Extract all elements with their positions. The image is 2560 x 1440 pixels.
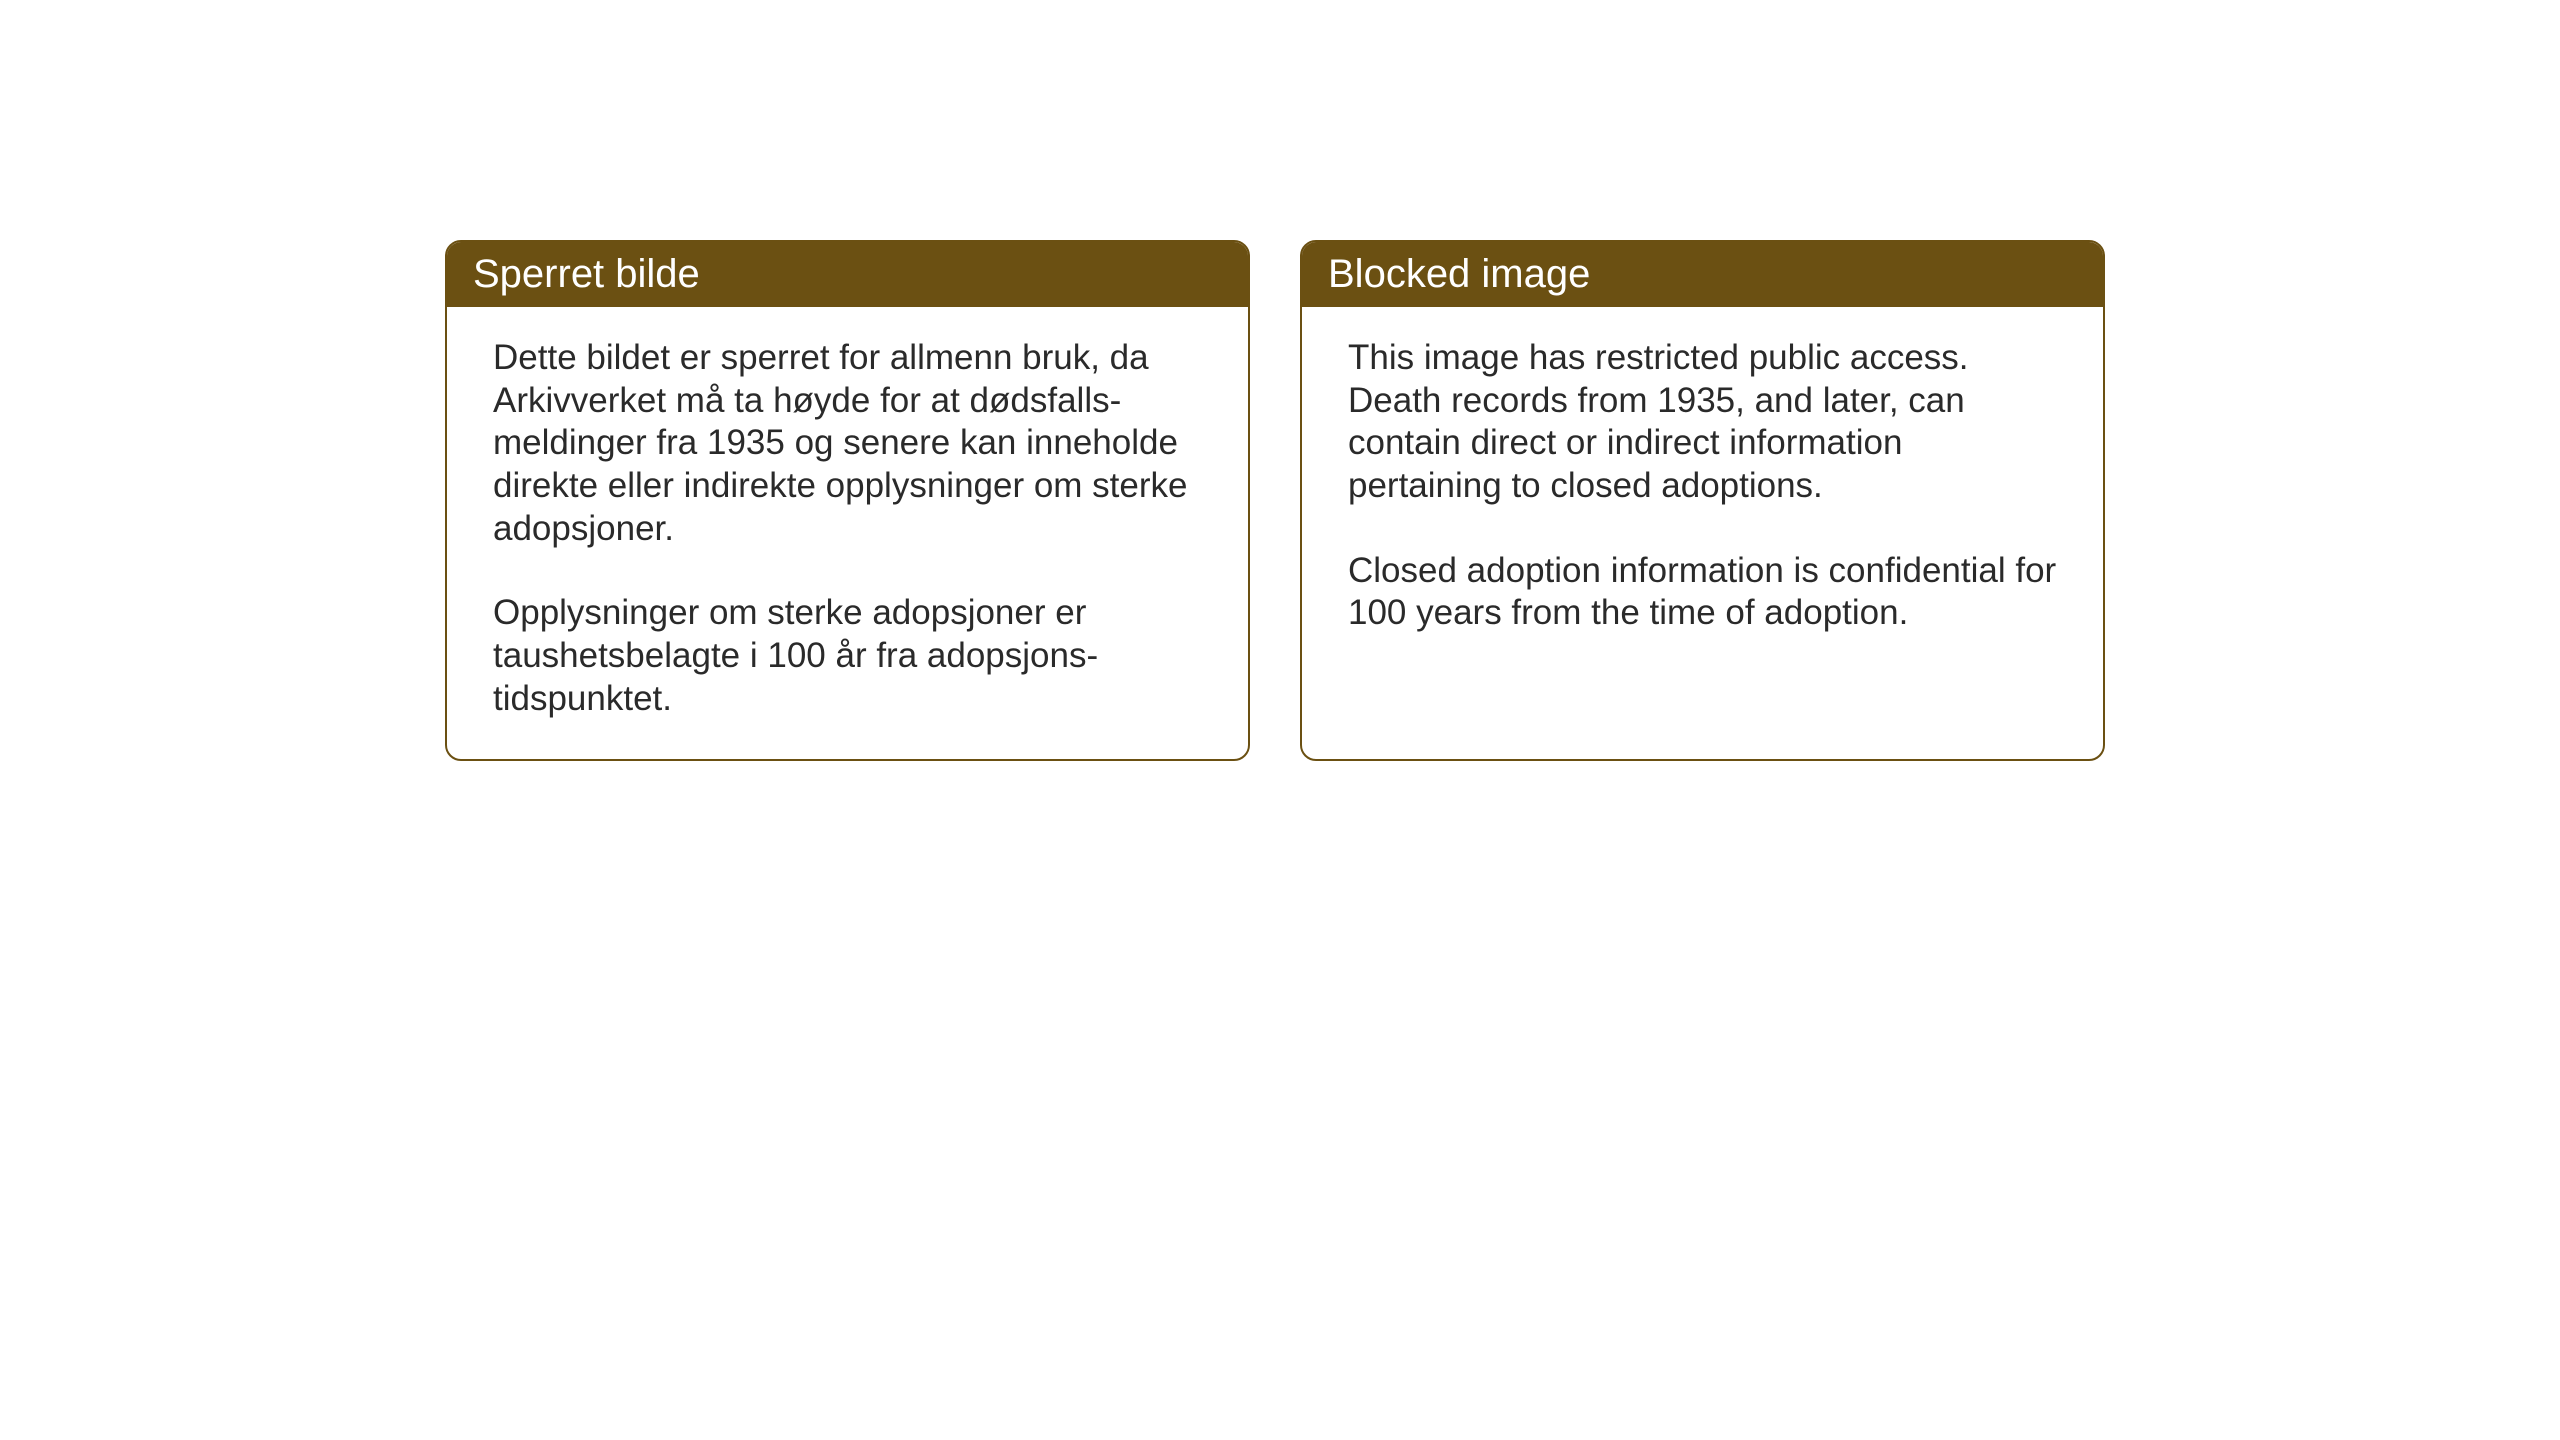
- notice-body-norwegian: Dette bildet er sperret for allmenn bruk…: [447, 307, 1248, 759]
- notice-card-english: Blocked image This image has restricted …: [1300, 240, 2105, 761]
- notice-paragraph-1-english: This image has restricted public access.…: [1348, 337, 2057, 508]
- notice-card-norwegian: Sperret bilde Dette bildet er sperret fo…: [445, 240, 1250, 761]
- notice-paragraph-2-norwegian: Opplysninger om sterke adopsjoner er tau…: [493, 592, 1202, 720]
- notice-paragraph-2-english: Closed adoption information is confident…: [1348, 550, 2057, 635]
- notice-paragraph-1-norwegian: Dette bildet er sperret for allmenn bruk…: [493, 337, 1202, 550]
- notice-header-norwegian: Sperret bilde: [447, 242, 1248, 307]
- notice-title-english: Blocked image: [1328, 252, 1590, 296]
- notice-header-english: Blocked image: [1302, 242, 2103, 307]
- notice-body-english: This image has restricted public access.…: [1302, 307, 2103, 747]
- notice-container: Sperret bilde Dette bildet er sperret fo…: [445, 240, 2105, 761]
- notice-title-norwegian: Sperret bilde: [473, 252, 700, 296]
